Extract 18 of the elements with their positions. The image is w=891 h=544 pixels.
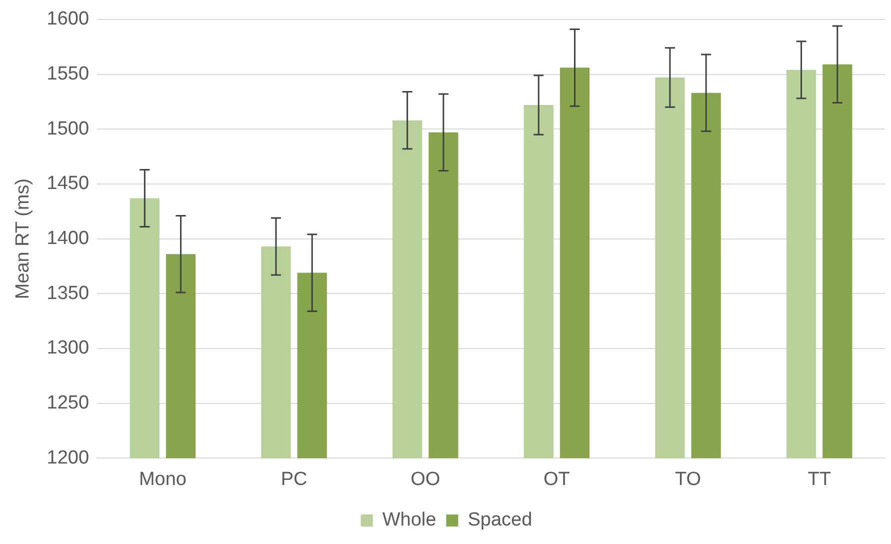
y-tick-label: 1600 xyxy=(46,8,90,30)
x-tick-label: OO xyxy=(410,468,440,490)
y-tick-label: 1450 xyxy=(46,173,90,194)
y-tick-label: 1350 xyxy=(46,282,90,304)
y-tick-label: 1250 xyxy=(46,392,90,414)
y-tick-label: 1550 xyxy=(46,63,90,84)
y-tick-label: 1500 xyxy=(46,118,90,140)
y-tick-label: 1400 xyxy=(46,228,90,250)
y-axis-title: Mean RT (ms) xyxy=(12,178,34,300)
x-tick-label: PC xyxy=(280,468,308,490)
x-tick-label: OT xyxy=(544,468,570,490)
y-tick-label: 1300 xyxy=(46,338,90,359)
legend-label: Whole xyxy=(382,510,436,531)
y-tick-label: 1200 xyxy=(46,447,90,468)
x-tick-label: TO xyxy=(674,468,702,490)
legend-label: Spaced xyxy=(468,510,532,531)
x-tick-label: TT xyxy=(808,468,832,490)
x-tick-label: Mono xyxy=(138,468,186,490)
